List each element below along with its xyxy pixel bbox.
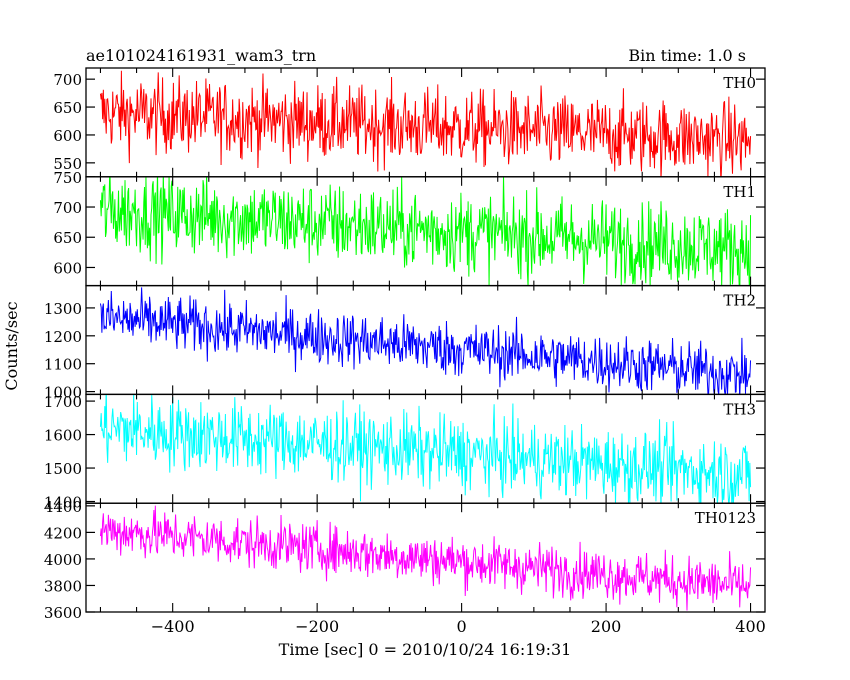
x-tick-label: 0 [457, 617, 467, 636]
panel-th3: 1400 1500 1600 1700 TH3 [44, 393, 766, 512]
bin-time-label: Bin time: 1.0 s [628, 46, 746, 65]
y-tick-label: 1700 [44, 393, 82, 411]
y-tick-label: 1600 [44, 427, 82, 445]
y-tick-label: 700 [53, 71, 82, 89]
y-tick-label: 650 [53, 229, 82, 247]
panel-th1: 600 650 700 750 TH1 [53, 169, 766, 287]
x-tick-label: −400 [151, 617, 195, 636]
y-axis-label: Counts/sec [2, 301, 21, 390]
x-axis-label: Time [sec] 0 = 2010/10/24 16:19:31 [279, 640, 572, 659]
y-tick-label: 1400 [44, 494, 82, 512]
series-line-th2 [99, 287, 752, 395]
x-tick-label: 200 [591, 617, 622, 636]
y-tick-label: 600 [53, 259, 82, 277]
panel-th0123: 3600 3800 4000 4200 4400 TH0123 [44, 498, 766, 622]
y-tick-label: 550 [53, 155, 82, 173]
x-tick-label: −200 [295, 617, 339, 636]
y-tick-label: 600 [53, 127, 82, 145]
y-tick-label: 3600 [44, 604, 82, 622]
y-tick-label: 700 [53, 199, 82, 217]
series-line-th1 [99, 176, 752, 286]
panel-label: TH0 [723, 74, 756, 92]
y-tick-label: 3800 [44, 577, 82, 595]
y-tick-label: 1000 [44, 384, 82, 402]
panel-th2: 1000 1100 1200 1300 TH2 [44, 284, 766, 402]
panel-label: TH2 [723, 292, 756, 310]
y-tick-label: 4400 [44, 498, 82, 516]
y-tick-label: 1100 [44, 356, 82, 374]
panels-group: 550 600 650 700 TH0 600 650 700 750 TH1 1000 1100 12… [44, 67, 766, 622]
panel-label: TH3 [723, 400, 756, 418]
y-tick-label: 650 [53, 99, 82, 117]
y-tick-label: 1300 [44, 300, 82, 318]
y-tick-label: 750 [53, 169, 82, 187]
series-line-th3 [99, 394, 752, 504]
y-tick-label: 1500 [44, 460, 82, 478]
y-tick-label: 1200 [44, 328, 82, 346]
series-line-th0 [99, 70, 752, 177]
panel-label: TH1 [723, 183, 756, 201]
y-tick-label: 4000 [44, 551, 82, 569]
x-tick-label: 400 [735, 617, 766, 636]
series-line-th0123 [99, 505, 752, 611]
y-tick-label: 4200 [44, 524, 82, 542]
panel-th0: 550 600 650 700 TH0 [53, 67, 766, 178]
panel-label: TH0123 [695, 509, 756, 527]
x-axis: −400 −200 0 200 400 [151, 617, 766, 636]
chart-title: ae101024161931_wam3_trn [86, 46, 316, 65]
